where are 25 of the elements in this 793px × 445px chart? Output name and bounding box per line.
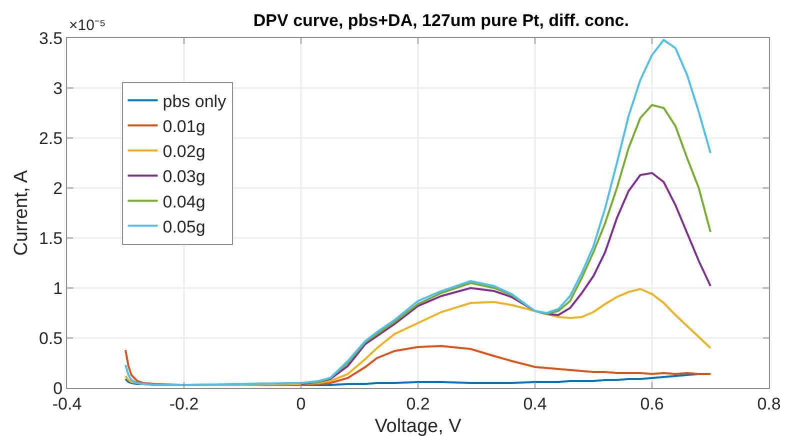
legend-label: pbs only bbox=[162, 92, 227, 111]
legend-label: 0.03g bbox=[162, 167, 206, 186]
y-tick-label: 1.5 bbox=[38, 228, 63, 248]
x-tick-label: 0.4 bbox=[523, 394, 547, 414]
y-axis-title: Current, A bbox=[10, 170, 32, 256]
y-tick-label: 1 bbox=[53, 278, 63, 298]
chart-title: DPV curve, pbs+DA, 127um pure Pt, diff. conc. bbox=[253, 10, 629, 30]
text: ×10⁻⁵ bbox=[69, 17, 106, 34]
line-series bbox=[124, 39, 712, 386]
x-tick-label: 0.6 bbox=[640, 394, 664, 414]
x-tick-label: 0.2 bbox=[406, 394, 430, 414]
y-tick-label: 0.5 bbox=[38, 328, 63, 348]
x-axis-title: Voltage, V bbox=[374, 416, 462, 438]
y-tick-label: 3.5 bbox=[38, 28, 63, 48]
x-tick-label: 0 bbox=[296, 394, 306, 414]
line-series bbox=[300, 172, 712, 385]
legend-label: 0.05g bbox=[162, 217, 206, 236]
y-tick-label: 2 bbox=[53, 178, 63, 198]
legend-label: 0.04g bbox=[162, 192, 206, 212]
legend-label: 0.01g bbox=[162, 117, 206, 136]
x-tick-label: -0.2 bbox=[169, 394, 199, 414]
x-tick-label: 0.8 bbox=[757, 394, 781, 414]
y-tick-label: 2.5 bbox=[38, 128, 63, 148]
y-tick-label: 3 bbox=[53, 78, 63, 98]
legend-label: 0.02g bbox=[162, 142, 206, 162]
